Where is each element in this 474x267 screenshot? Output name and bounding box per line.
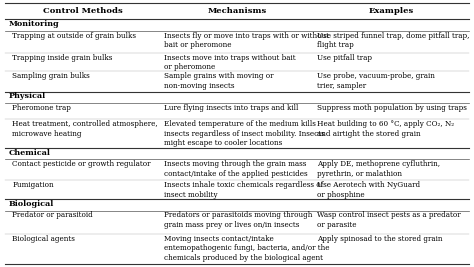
Text: Lure flying insects into traps and kill: Lure flying insects into traps and kill xyxy=(164,104,299,112)
Text: Wasp control insect pests as a predator
or parasite: Wasp control insect pests as a predator … xyxy=(318,211,461,229)
Text: Physical: Physical xyxy=(9,92,46,100)
Text: Use striped funnel trap, dome pitfall trap,
flight trap: Use striped funnel trap, dome pitfall tr… xyxy=(318,32,470,49)
Text: Insects inhale toxic chemicals regardless of
insect mobility: Insects inhale toxic chemicals regardles… xyxy=(164,181,323,199)
Text: Trapping inside grain bulks: Trapping inside grain bulks xyxy=(12,54,112,62)
Text: Suppress moth population by using traps: Suppress moth population by using traps xyxy=(318,104,467,112)
Text: Mechanisms: Mechanisms xyxy=(207,7,266,15)
Text: Use Aerotech with NyGuard
or phosphine: Use Aerotech with NyGuard or phosphine xyxy=(318,181,420,199)
Text: Predator or parasitoid: Predator or parasitoid xyxy=(12,211,93,219)
Text: Use pitfall trap: Use pitfall trap xyxy=(318,54,373,62)
Text: Insects move into traps without bait
or pheromone: Insects move into traps without bait or … xyxy=(164,54,296,71)
Text: Control Methods: Control Methods xyxy=(43,7,122,15)
Text: Fumigation: Fumigation xyxy=(12,181,54,189)
Text: Trapping at outside of grain bulks: Trapping at outside of grain bulks xyxy=(12,32,136,40)
Text: Apply DE, methoprene cyfluthrin,
pyrethrin, or malathion: Apply DE, methoprene cyfluthrin, pyrethr… xyxy=(318,160,440,178)
Text: Apply spinosad to the stored grain: Apply spinosad to the stored grain xyxy=(318,235,443,243)
Text: Elevated temperature of the medium kills
insects regardless of insect mobility. : Elevated temperature of the medium kills… xyxy=(164,120,325,147)
Text: Insects moving through the grain mass
contact/intake of the applied pesticides: Insects moving through the grain mass co… xyxy=(164,160,308,178)
Text: Biological: Biological xyxy=(9,200,54,208)
Text: Heat building to 60 °C, apply CO₂, N₂
and airtight the stored grain: Heat building to 60 °C, apply CO₂, N₂ an… xyxy=(318,120,455,138)
Text: Moving insects contact/intake
entemopathogenic fungi, bacteria, and/or the
chemi: Moving insects contact/intake entemopath… xyxy=(164,235,329,262)
Text: Contact pesticide or growth regulator: Contact pesticide or growth regulator xyxy=(12,160,151,168)
Text: Insects fly or move into traps with or without
bait or pheromone: Insects fly or move into traps with or w… xyxy=(164,32,329,49)
Text: Sample grains with moving or
non-moving insects: Sample grains with moving or non-moving … xyxy=(164,72,273,90)
Text: Sampling grain bulks: Sampling grain bulks xyxy=(12,72,90,80)
Text: Pheromone trap: Pheromone trap xyxy=(12,104,71,112)
Text: Heat treatment, controlled atmosphere,
microwave heating: Heat treatment, controlled atmosphere, m… xyxy=(12,120,158,138)
Text: Examples: Examples xyxy=(369,7,414,15)
Text: Biological agents: Biological agents xyxy=(12,235,75,243)
Text: Predators or parasitoids moving through
grain mass prey or lives on/in insects: Predators or parasitoids moving through … xyxy=(164,211,312,229)
Text: Chemical: Chemical xyxy=(9,148,50,156)
Text: Use probe, vacuum-probe, grain
trier, sampler: Use probe, vacuum-probe, grain trier, sa… xyxy=(318,72,435,90)
Text: Monitoring: Monitoring xyxy=(9,20,59,28)
